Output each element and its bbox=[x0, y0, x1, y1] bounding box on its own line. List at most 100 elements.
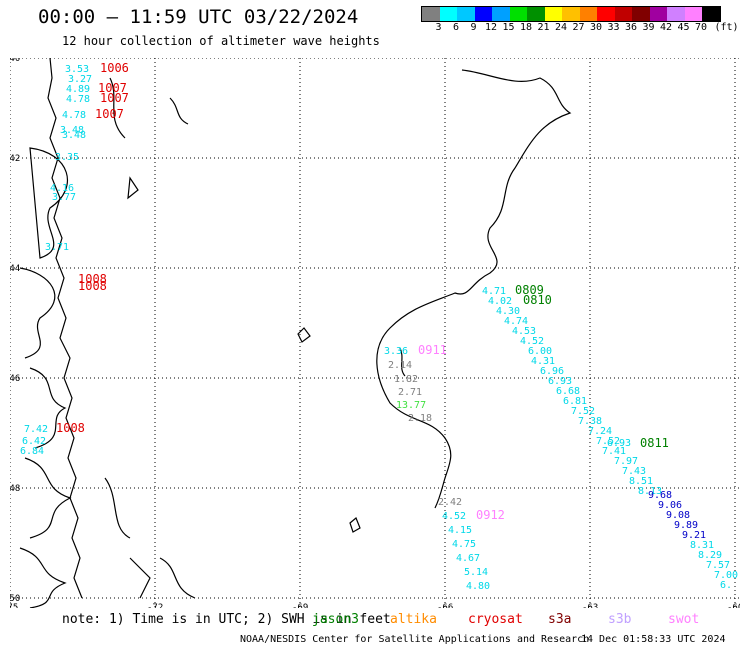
wave-height-label: 3.35 bbox=[55, 152, 79, 163]
wave-height-label: 6.00 bbox=[528, 346, 552, 357]
pass-time-label: 0811 bbox=[640, 436, 669, 450]
wave-height-label: 6.93 bbox=[548, 376, 572, 387]
colorbar-swatch bbox=[562, 7, 580, 21]
coastline bbox=[19, 58, 572, 608]
colorbar-swatch bbox=[702, 7, 720, 21]
wave-height-label: 8.51 bbox=[629, 476, 653, 487]
legend-cryosat: cryosat bbox=[468, 612, 523, 627]
colorbar-tick: 21 bbox=[537, 22, 550, 33]
colorbar-swatch bbox=[649, 7, 667, 21]
colorbar-swatch bbox=[579, 7, 597, 21]
colorbar-swatch bbox=[457, 7, 475, 21]
wave-height-label: 9.68 bbox=[648, 490, 672, 501]
pass-time-label: 1008 bbox=[56, 421, 85, 435]
legend-altika: altika bbox=[390, 612, 437, 627]
longitude-label: -72 bbox=[147, 603, 163, 608]
wave-height-label: 2.42 bbox=[438, 497, 462, 508]
wave-height-label: 9.21 bbox=[682, 530, 706, 541]
wave-height-label: 6.93 bbox=[607, 438, 631, 449]
legend-s3b: s3b bbox=[608, 612, 632, 627]
wave-height-label: 8.13 bbox=[638, 486, 662, 497]
wave-height-label: 1.82 bbox=[394, 374, 418, 385]
wave-height-label: 2.18 bbox=[408, 413, 432, 424]
wave-height-label: 4.71 bbox=[482, 286, 506, 297]
wave-height-label: 7.38 bbox=[578, 416, 602, 427]
colorbar-swatch bbox=[597, 7, 615, 21]
longitude-label: -63 bbox=[582, 603, 598, 608]
latitude-label: -40 bbox=[10, 58, 20, 64]
wave-height-label: 8.29 bbox=[698, 550, 722, 561]
latitude-label: -42 bbox=[10, 154, 20, 164]
colorbar-swatch bbox=[509, 7, 527, 21]
wave-height-label: 6.84 bbox=[20, 446, 44, 457]
wave-height-label: 4.67 bbox=[456, 553, 480, 564]
wave-height-label: 4.15 bbox=[448, 525, 472, 536]
colorbar-tick: 39 bbox=[642, 22, 655, 33]
wave-height-label: 7.42 bbox=[24, 424, 48, 435]
wave-height-label: 6. bbox=[720, 580, 732, 591]
pass-time-label: 1007 bbox=[95, 107, 124, 121]
longitude-label: -66 bbox=[437, 603, 453, 608]
colorbar-tick: 36 bbox=[624, 22, 638, 33]
legend-swot: swot bbox=[668, 612, 700, 627]
colorbar-tick: 33 bbox=[607, 22, 620, 33]
wave-height-colorbar bbox=[421, 6, 721, 22]
longitude-label: -75 bbox=[10, 603, 18, 608]
wave-height-label: 4.52 bbox=[442, 511, 466, 522]
legend-jason3: jason3 bbox=[312, 612, 359, 627]
measurement-labels: 3.53 1006 3.274.89 1007 4.78 1007 4.78 1007 3.48… bbox=[20, 61, 738, 592]
colorbar-tick: 30 bbox=[589, 22, 603, 33]
colorbar-swatch bbox=[492, 7, 510, 21]
colorbar-swatch bbox=[422, 7, 440, 21]
wave-height-label: 7.00 bbox=[714, 570, 738, 581]
wave-height-label: 3.27 bbox=[68, 74, 92, 85]
timestamp-text: 14 Dec 01:58:33 UTC 2024 bbox=[581, 634, 726, 645]
colorbar-tick: 15 bbox=[502, 22, 515, 33]
pass-time-label: 1008 bbox=[78, 279, 107, 293]
wave-height-label: 6.68 bbox=[556, 386, 580, 397]
wave-height-label: 2.71 bbox=[398, 387, 422, 398]
wave-height-label: 3.48 bbox=[60, 125, 84, 136]
wave-height-label: 4.52 bbox=[520, 336, 544, 347]
wave-height-label: 7.41 bbox=[602, 446, 626, 457]
colorbar-tick: 9 bbox=[470, 22, 477, 33]
wave-height-label: 7.43 bbox=[622, 466, 646, 477]
colorbar-swatch bbox=[614, 7, 632, 21]
colorbar-tick: 18 bbox=[519, 22, 533, 33]
latitude-label: -48 bbox=[10, 484, 20, 494]
latitude-label: -46 bbox=[10, 374, 20, 384]
wave-height-label: 5.14 bbox=[464, 567, 488, 578]
latitude-label: -44 bbox=[10, 264, 20, 274]
wave-height-label: 7.57 bbox=[706, 560, 730, 571]
legend-s3a: s3a bbox=[548, 612, 572, 627]
longitude-label: -60 bbox=[727, 603, 740, 608]
colorbar-swatch bbox=[667, 7, 685, 21]
wave-height-label: 4.75 bbox=[452, 539, 476, 550]
colorbar-tick: 45 bbox=[677, 22, 690, 33]
wave-height-label: 2.14 bbox=[388, 360, 412, 371]
pass-time-label: 1008 bbox=[78, 272, 107, 286]
pass-time-label: 1006 bbox=[100, 61, 129, 75]
wave-height-label: 4.53 bbox=[512, 326, 536, 337]
credit-text: NOAA/NESDIS Center for Satellite Applica… bbox=[240, 634, 590, 645]
wave-height-label: 8.31 bbox=[690, 540, 714, 551]
wave-height-label: 6.96 bbox=[540, 366, 564, 377]
colorbar-swatch bbox=[632, 7, 650, 21]
colorbar-tick: 12 bbox=[484, 22, 498, 33]
wave-height-label: 4.16 bbox=[50, 183, 74, 194]
wave-height-label: 3.48 bbox=[62, 130, 86, 141]
wave-height-label: 4.89 bbox=[66, 84, 90, 95]
pass-time-label: 0911 bbox=[418, 343, 447, 357]
colorbar-swatch bbox=[544, 7, 562, 21]
pass-time-label: 1007 bbox=[100, 91, 129, 105]
pass-time-label: 0912 bbox=[476, 508, 505, 522]
altimeter-map: -40 -42 -44 -46 -48 -50-75 -72 -69 -66 -63 -60 3.5… bbox=[10, 58, 740, 608]
colorbar-tick: 24 bbox=[554, 22, 568, 33]
wave-height-label: 7.97 bbox=[614, 456, 638, 467]
wave-height-label: 4.02 bbox=[488, 296, 512, 307]
colorbar-tick: 6 bbox=[452, 22, 460, 33]
note-text: note: 1) Time is in UTC; 2) SWH is in fe… bbox=[62, 612, 391, 627]
colorbar-tick: (ft) bbox=[714, 22, 739, 33]
wave-height-label: 3.36 bbox=[384, 346, 408, 357]
map-subtitle: 12 hour collection of altimeter wave hei… bbox=[62, 34, 380, 48]
